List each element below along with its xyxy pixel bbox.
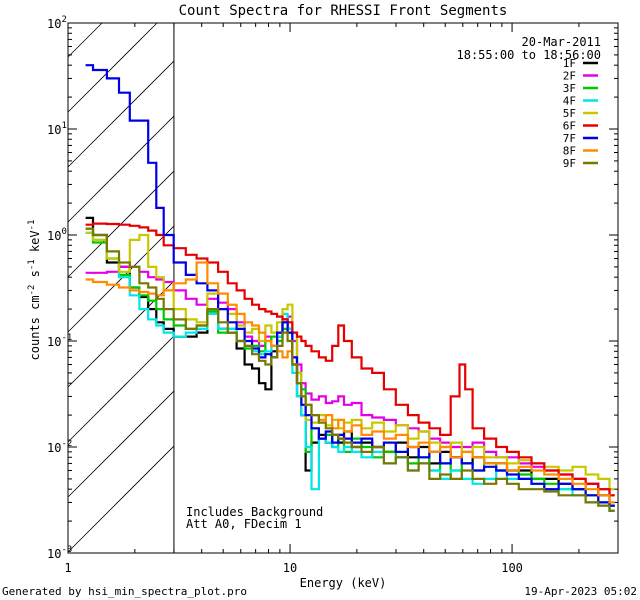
y-tick-label: 10-2 <box>47 439 72 455</box>
x-tick-label: 1 <box>64 561 71 575</box>
y-tick-label: 10-3 <box>47 545 72 561</box>
footer-generated-by: Generated by hsi_min_spectra_plot.pro <box>2 585 247 598</box>
plot-frame <box>67 22 619 554</box>
y-tick-label: 101 <box>47 121 67 137</box>
legend-label-9f: 9F <box>563 157 576 170</box>
annotation-background: Includes Background <box>186 505 323 519</box>
legend-label-5f: 5F <box>563 107 576 120</box>
series-9f <box>85 227 615 512</box>
legend-label-1f: 1F <box>563 57 576 70</box>
x-tick-label: 100 <box>501 561 523 575</box>
legend-label-6f: 6F <box>563 120 576 133</box>
hatch-line <box>67 22 158 113</box>
y-tick-labels: 10-3 10-2 10-1 100 101 102 <box>47 15 72 561</box>
hatch-line <box>67 60 175 168</box>
series-7f <box>85 64 615 507</box>
footer-timestamp: 19-Apr-2023 05:02 <box>524 585 637 598</box>
date-label: 20-Mar-2011 <box>522 35 601 49</box>
series-2f <box>85 265 615 497</box>
x-tick-labels: 1 10 100 <box>64 561 523 575</box>
x-axis-label: Energy (keV) <box>300 576 387 590</box>
hatch-line <box>67 280 175 388</box>
legend-label-4f: 4F <box>563 95 576 108</box>
hatch-line <box>67 22 103 58</box>
y-tick-label: 100 <box>47 227 67 243</box>
y-axis-label: counts cm-2 s-1 keV-1 <box>27 220 42 361</box>
series-6f <box>85 222 615 497</box>
legend-label-2f: 2F <box>563 70 576 83</box>
legend-label-3f: 3F <box>563 82 576 95</box>
legend-label-8f: 8F <box>563 145 576 158</box>
hatch-line <box>67 390 175 498</box>
y-tick-label: 102 <box>47 15 67 31</box>
hatch-line <box>67 115 175 223</box>
time-range-label: 18:55:00 to 18:56:00 <box>457 48 602 62</box>
series-4f <box>85 231 615 512</box>
series-3f <box>85 227 615 512</box>
hatch-line <box>67 335 175 443</box>
chart-title: Count Spectra for RHESSI Front Segments <box>179 3 508 19</box>
series-5f <box>85 231 615 491</box>
x-tick-label: 10 <box>283 561 297 575</box>
annotation-attenuator: Att A0, FDecim 1 <box>186 517 302 531</box>
y-tick-label: 10-1 <box>47 333 72 349</box>
hatch-line <box>67 445 175 553</box>
hatch-line <box>67 225 175 333</box>
legend-label-7f: 7F <box>563 132 576 145</box>
series-lines <box>85 64 615 512</box>
